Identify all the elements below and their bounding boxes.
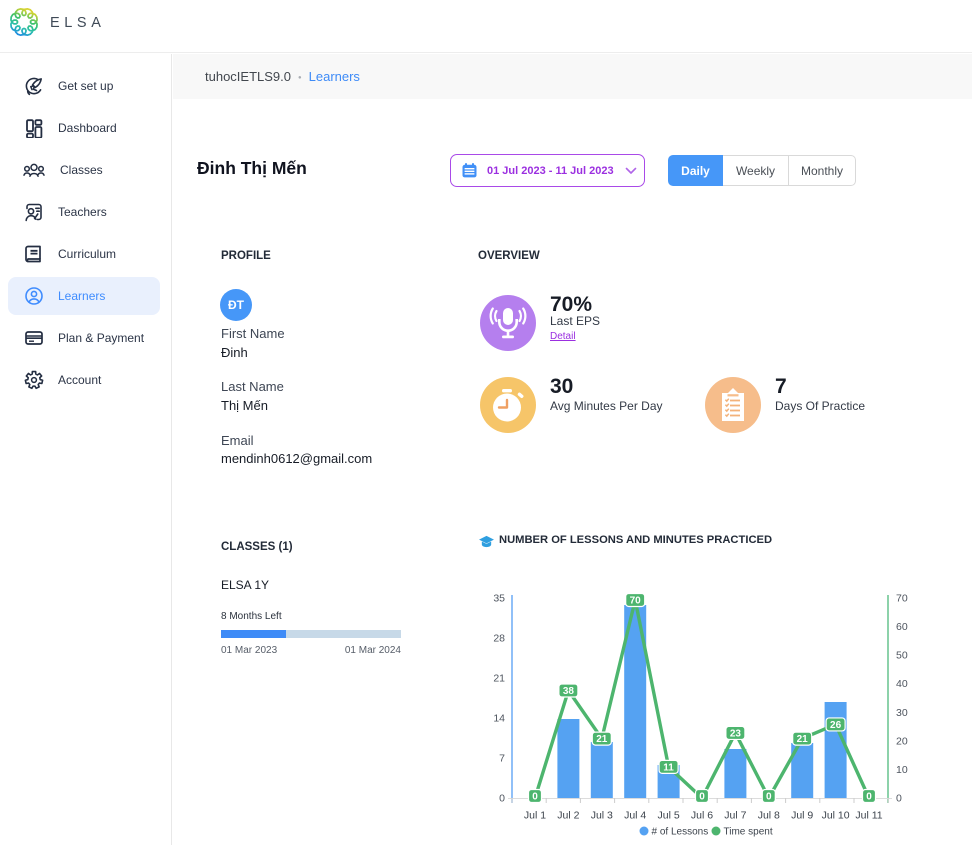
svg-text:26: 26	[830, 720, 842, 731]
svg-text:Time spent: Time spent	[724, 827, 773, 838]
svg-text:Jul 1: Jul 1	[524, 810, 546, 822]
svg-text:Jul 9: Jul 9	[791, 810, 813, 822]
svg-text:10: 10	[896, 764, 908, 776]
svg-text:Jul 2: Jul 2	[557, 810, 579, 822]
svg-text:7: 7	[499, 753, 505, 765]
svg-text:0: 0	[766, 792, 772, 803]
svg-text:35: 35	[493, 593, 505, 605]
svg-text:Jul 7: Jul 7	[724, 810, 746, 822]
svg-text:0: 0	[499, 793, 505, 805]
svg-text:23: 23	[730, 728, 742, 739]
svg-text:21: 21	[493, 673, 505, 685]
svg-text:0: 0	[532, 792, 538, 803]
svg-text:0: 0	[699, 792, 705, 803]
svg-text:60: 60	[896, 621, 908, 633]
svg-text:70: 70	[896, 593, 908, 605]
svg-text:20: 20	[896, 735, 908, 747]
svg-text:0: 0	[896, 792, 902, 804]
svg-text:21: 21	[797, 734, 809, 745]
svg-text:40: 40	[896, 678, 908, 690]
svg-text:38: 38	[563, 686, 575, 697]
svg-text:28: 28	[493, 633, 505, 645]
svg-text:# of Lessons: # of Lessons	[652, 827, 709, 838]
svg-text:50: 50	[896, 650, 908, 662]
svg-text:70: 70	[630, 595, 642, 606]
svg-text:Jul 10: Jul 10	[822, 810, 850, 822]
svg-text:Jul 4: Jul 4	[624, 810, 646, 822]
svg-text:Jul 6: Jul 6	[691, 810, 713, 822]
svg-text:Jul 8: Jul 8	[758, 810, 780, 822]
svg-text:11: 11	[663, 762, 674, 773]
svg-text:Jul 11: Jul 11	[855, 810, 882, 822]
svg-text:14: 14	[493, 713, 505, 725]
svg-text:Jul 3: Jul 3	[591, 810, 613, 822]
svg-text:21: 21	[596, 734, 608, 745]
svg-text:0: 0	[866, 792, 872, 803]
svg-text:30: 30	[896, 707, 908, 719]
svg-text:Jul 5: Jul 5	[658, 810, 680, 822]
